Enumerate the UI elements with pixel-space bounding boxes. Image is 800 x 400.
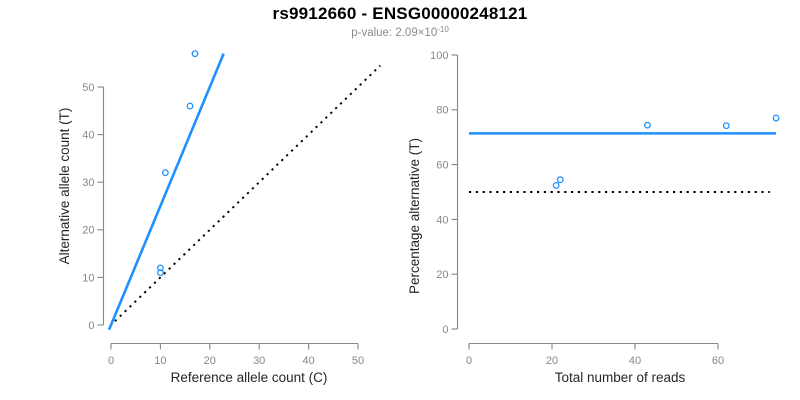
identity-diagonal-line (114, 64, 381, 322)
data-point (156, 269, 164, 277)
y-tick-label: 50 (82, 82, 94, 94)
regression-fit-line (107, 53, 225, 331)
x-tick-label: 50 (352, 355, 364, 367)
x-tick-label: 10 (154, 355, 166, 367)
pvalue-text: p-value: 2.09×10 (351, 27, 438, 39)
pvalue-exponent: -10 (437, 25, 449, 34)
x-axis-title: Reference allele count (C) (171, 370, 328, 385)
y-tick-label: 80 (436, 105, 448, 117)
plot-title: rs9912660 - ENSG00000248121 (272, 4, 528, 23)
x-tick-label: 30 (253, 355, 265, 367)
x-axis-title: Total number of reads (555, 370, 686, 385)
y-tick-label: 30 (82, 177, 94, 189)
x-tick-label: 60 (712, 355, 724, 367)
y-tick-label: 0 (442, 324, 448, 336)
y-tick-label: 100 (430, 50, 448, 62)
data-point (191, 50, 199, 58)
y-tick-label: 20 (82, 225, 94, 237)
x-tick-label: 40 (629, 355, 641, 367)
y-tick-label: 60 (436, 160, 448, 172)
plot-subtitle: p-value: 2.09×10-10 (0, 25, 800, 39)
y-tick-label: 10 (82, 272, 94, 284)
x-tick-label: 0 (108, 355, 114, 367)
data-point (156, 264, 164, 272)
y-tick-label: 40 (82, 130, 94, 142)
x-tick-label: 20 (204, 355, 216, 367)
chart-percentage-alternative: 0 20 40 60 0 20 40 60 80 100 Total number of reads… (407, 50, 780, 385)
x-tick-label: 0 (466, 355, 472, 367)
data-point (644, 121, 651, 129)
data-point (772, 114, 780, 122)
data-point (722, 122, 730, 130)
data-point (556, 176, 564, 184)
x-tick-label: 40 (302, 355, 314, 367)
data-point (161, 169, 169, 177)
data-point (552, 181, 560, 189)
y-tick-label: 20 (436, 269, 448, 281)
chart-allele-counts: 0 10 20 30 40 50 0 10 20 30 40 50 Reference allele c… (57, 50, 381, 385)
y-tick-label: 40 (436, 214, 448, 226)
data-point (186, 102, 194, 110)
y-axis-title: Alternative allele count (T) (57, 108, 72, 265)
y-axis-title: Percentage alternative (T) (407, 138, 422, 294)
y-tick-label: 0 (88, 320, 94, 332)
x-tick-label: 20 (546, 355, 558, 367)
